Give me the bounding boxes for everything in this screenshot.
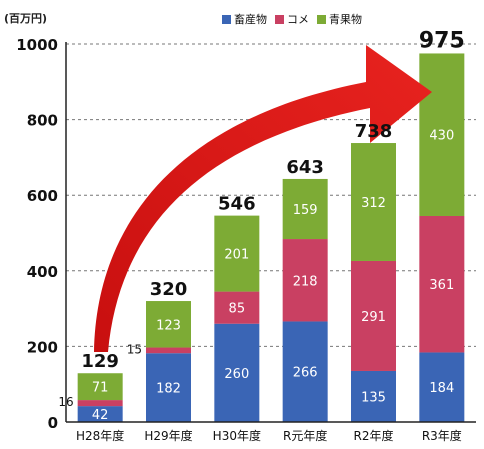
segment-value-label: 361 (429, 278, 454, 293)
segment-value-label: 184 (429, 381, 454, 396)
bar-segment (214, 323, 260, 422)
segment-value-label: 42 (92, 408, 109, 423)
segment-value-label: 260 (224, 367, 249, 382)
x-tick-label: R2年度 (354, 428, 394, 443)
segment-value-label: 16 (58, 395, 73, 409)
bar-segment (282, 178, 328, 240)
bar-segment (419, 215, 465, 353)
legend-swatch-livestock (222, 14, 231, 24)
bar-segment (282, 239, 328, 322)
segment-value-label: 201 (224, 248, 249, 263)
bar-segment (351, 370, 396, 422)
legend-item-produce: 青果物 (317, 11, 362, 27)
growth-arrow (94, 45, 432, 352)
x-tick-label: H28年度 (76, 428, 124, 443)
legend-swatch-rice (275, 14, 284, 24)
legend-swatch-produce (317, 14, 326, 24)
bar-segment (419, 352, 465, 422)
legend-item-rice: コメ (275, 11, 309, 27)
segment-value-label: 15 (127, 342, 142, 356)
segment-value-label: 312 (361, 196, 386, 211)
y-tick-label: 0 (48, 414, 58, 432)
bar-total-label: 975 (419, 28, 465, 53)
segment-value-label: 218 (293, 274, 318, 289)
bars (77, 53, 465, 422)
segment-value-label: 71 (92, 381, 109, 396)
bar-total-label: 129 (81, 351, 119, 372)
y-tick-label: 600 (27, 187, 58, 205)
bar-segment (282, 321, 328, 422)
bar-segment (351, 143, 396, 261)
bar-segment (419, 53, 465, 216)
axes: 0 200 400 600 800 1000 H28年度 H29年度 H30年度 R元年度 R2年度… (16, 36, 476, 443)
legend-item-livestock: 畜産物 (222, 11, 267, 27)
x-tick-label: R元年度 (283, 428, 327, 443)
y-tick-label: 800 (27, 112, 58, 130)
bar-segment (146, 353, 191, 422)
legend-label-produce: 青果物 (329, 13, 362, 26)
y-tick-label: 200 (27, 338, 58, 356)
segment-value-label: 430 (429, 129, 454, 144)
bar-segment (146, 301, 191, 348)
segment-value-label: 266 (293, 366, 318, 381)
segment-value-label: 291 (361, 310, 386, 325)
x-tick-label: R3年度 (422, 428, 462, 443)
y-tick-label: 400 (27, 263, 58, 281)
segment-value-label: 123 (156, 318, 181, 333)
segment-value-label: 159 (293, 203, 318, 218)
bar-segment (214, 291, 260, 324)
bar-segment (351, 260, 396, 371)
legend: 畜産物 コメ 青果物 (222, 11, 362, 27)
data-labels: 42 16 71 129 182 15 123 320 260 85 201 546 266 218 159… (58, 28, 464, 423)
bar-total-label: 643 (286, 157, 324, 178)
y-tick-label: 1000 (16, 36, 58, 54)
y-axis-unit-label: (百万円) (4, 12, 48, 25)
legend-label-livestock: 畜産物 (234, 13, 267, 26)
bar-total-label: 320 (150, 279, 188, 300)
bar-total-label: 546 (218, 194, 256, 215)
bar-segment (214, 215, 260, 292)
x-tick-label: H30年度 (213, 428, 261, 443)
bar-segment (77, 400, 123, 407)
growth-callout: 約8倍に増加 (92, 68, 192, 88)
x-tick-label: H29年度 (144, 428, 192, 443)
bar-total-label: 738 (355, 121, 393, 142)
growth-arrow-icon (94, 45, 432, 352)
bar-segment (77, 406, 123, 422)
bar-segment (146, 347, 191, 354)
segment-value-label: 135 (361, 390, 386, 405)
segment-value-label: 85 (229, 302, 246, 317)
segment-value-label: 182 (156, 382, 181, 397)
legend-label-rice: コメ (287, 13, 309, 26)
bar-segment (77, 373, 123, 401)
